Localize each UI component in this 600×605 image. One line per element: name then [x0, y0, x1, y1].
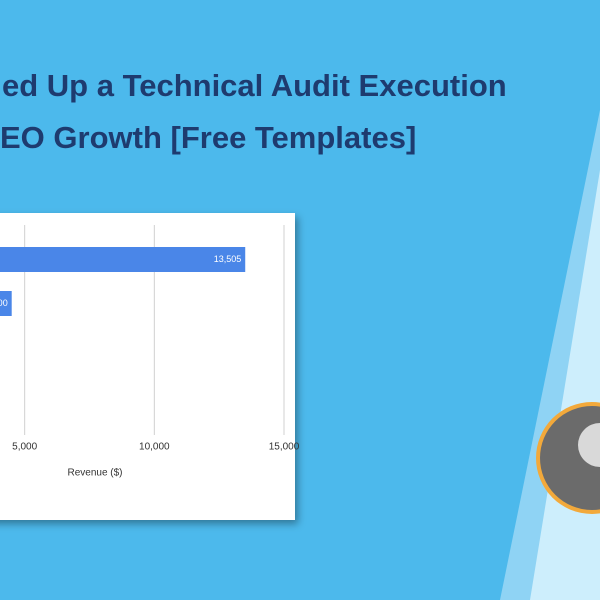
- bar: [0, 291, 12, 316]
- plot: 5,000 10,000 15,000 Revenue ($) 13,505 4,500: [0, 225, 300, 479]
- value-label: 13,505: [214, 254, 242, 264]
- x-tick-label: 15,000: [269, 442, 300, 453]
- bar: [0, 247, 246, 272]
- title-line: EO Growth [Free Templates]: [0, 120, 416, 155]
- x-tick-label: 5,000: [12, 442, 37, 453]
- x-tick-label: 10,000: [139, 442, 170, 453]
- avatar-face: [578, 423, 600, 467]
- title-line: ed Up a Technical Audit Execution: [2, 68, 507, 103]
- value-label: 4,500: [0, 298, 8, 308]
- x-axis-label: Revenue ($): [67, 468, 122, 479]
